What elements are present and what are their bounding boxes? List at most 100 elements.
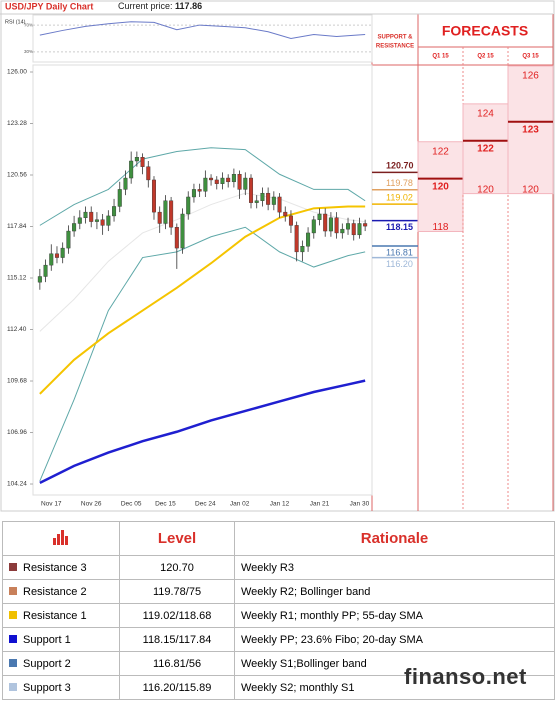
candle-body [83, 211, 88, 219]
levels-header: RESISTANCE [376, 44, 414, 50]
candle-body [363, 223, 368, 227]
level-name-cell: Resistance 1 [2, 603, 120, 628]
swatch [9, 634, 17, 643]
level-value: 116.81/56 [119, 651, 235, 676]
level-name: Resistance 3 [23, 561, 87, 574]
y-tick-label: 109.68 [7, 378, 27, 385]
rsi-frame [32, 14, 373, 63]
indicator-line [39, 192, 366, 332]
forecast-low: 120 [477, 184, 494, 195]
rsi-tick-label: 70% [24, 22, 33, 27]
level-value: 120.70 [119, 555, 235, 580]
forecast-mid: 120 [432, 181, 449, 192]
indicator-line [39, 147, 366, 226]
forecast-high: 126 [522, 71, 539, 82]
candle-body [106, 215, 111, 226]
forecast-range [507, 65, 554, 195]
quarter-label: Q3 15 [522, 54, 539, 60]
candle-body [317, 213, 322, 220]
candle-body [146, 166, 151, 181]
x-tick-label: Dec 05 [121, 501, 142, 508]
candle-body [77, 217, 82, 224]
y-tick-label: 115.12 [7, 275, 27, 282]
candle-body [43, 264, 48, 277]
rsi-line [39, 21, 366, 40]
x-tick-label: Jan 30 [350, 501, 370, 508]
candle-body [123, 177, 128, 190]
candle-body [100, 219, 105, 226]
table-row: Support 2 116.81/56 Weekly S1;Bollinger ba… [2, 651, 555, 676]
y-tick-label: 117.84 [7, 223, 27, 230]
candle-body [94, 219, 99, 222]
quarter-label: Q2 15 [477, 54, 494, 60]
candle-body [140, 157, 145, 167]
table-icon-cell [2, 521, 120, 556]
candle-body [351, 223, 356, 236]
y-tick-label: 126.00 [7, 69, 27, 76]
bar-icon [53, 529, 68, 545]
candle-body [209, 177, 214, 181]
candle-body [197, 189, 202, 192]
candle-body [323, 213, 328, 232]
level-label: 118.15 [386, 222, 413, 232]
indicator-line [39, 379, 366, 485]
candle-body [288, 215, 293, 226]
candle-body [311, 219, 316, 234]
x-tick-label: Dec 24 [195, 501, 216, 508]
level-label: 119.02 [386, 193, 413, 203]
forecast-mid: 123 [522, 124, 539, 135]
level-value: 116.20/115.89 [119, 675, 235, 700]
swatch [9, 562, 17, 571]
candle-body [249, 177, 254, 203]
candle-body [340, 228, 345, 234]
indicator-line [39, 226, 366, 482]
candle-body [334, 217, 339, 234]
y-tick-label: 123.28 [7, 120, 27, 127]
level-label: 116.20 [386, 259, 413, 269]
level-name-cell: Support 3 [2, 675, 120, 700]
forecast-title: FORECASTS [442, 23, 528, 39]
candle-body [220, 177, 225, 184]
forecast-range [462, 103, 509, 195]
swatch [9, 658, 17, 667]
x-tick-label: Jan 12 [270, 501, 290, 508]
candle-body [134, 157, 139, 162]
swatch [9, 610, 17, 619]
candle-body [300, 246, 305, 253]
candle-body [306, 232, 311, 247]
candle-body [54, 253, 59, 258]
candle-body [254, 200, 259, 203]
current-price-label: Current price: [118, 1, 173, 11]
table-row: Resistance 3 120.70 Weekly R3 [2, 555, 555, 580]
candle-body [49, 253, 54, 266]
level-name: Resistance 2 [23, 585, 87, 598]
x-tick-label: Nov 17 [41, 501, 62, 508]
candle-body [66, 230, 71, 249]
level-name-cell: Support 1 [2, 627, 120, 652]
candle-body [226, 177, 231, 183]
level-label: 120.70 [386, 161, 414, 171]
y-tick-label: 112.40 [7, 326, 27, 333]
level-value: 118.15/117.84 [119, 627, 235, 652]
table-row: Resistance 2 119.78/75 Weekly R2; Bollinge… [2, 579, 555, 604]
current-price: Current price: 117.86 [118, 1, 202, 11]
table-row: Support 3 116.20/115.89 Weekly S2; monthly… [2, 675, 555, 700]
forecast-high: 122 [432, 146, 449, 157]
table-body: Resistance 3 120.70 Weekly R3 Resistance 2 1… [2, 555, 555, 700]
candle-body [231, 174, 236, 183]
level-name: Support 3 [23, 681, 71, 694]
candle-body [328, 217, 333, 232]
levels-header: SUPPORT & [377, 35, 413, 41]
forecast-low: 118 [433, 222, 449, 233]
candle-body [89, 211, 94, 222]
candle-body [214, 179, 219, 184]
level-label: 119.78 [386, 178, 413, 188]
candle-body [180, 213, 185, 249]
candle-body [129, 160, 134, 179]
level-name: Support 1 [23, 633, 71, 646]
candle-body [357, 223, 362, 236]
candle-body [163, 200, 168, 224]
candle-body [203, 177, 208, 192]
level-value: 119.78/75 [119, 579, 235, 604]
rationale: Weekly PP; 23.6% Fibo; 20-day SMA [234, 627, 555, 652]
